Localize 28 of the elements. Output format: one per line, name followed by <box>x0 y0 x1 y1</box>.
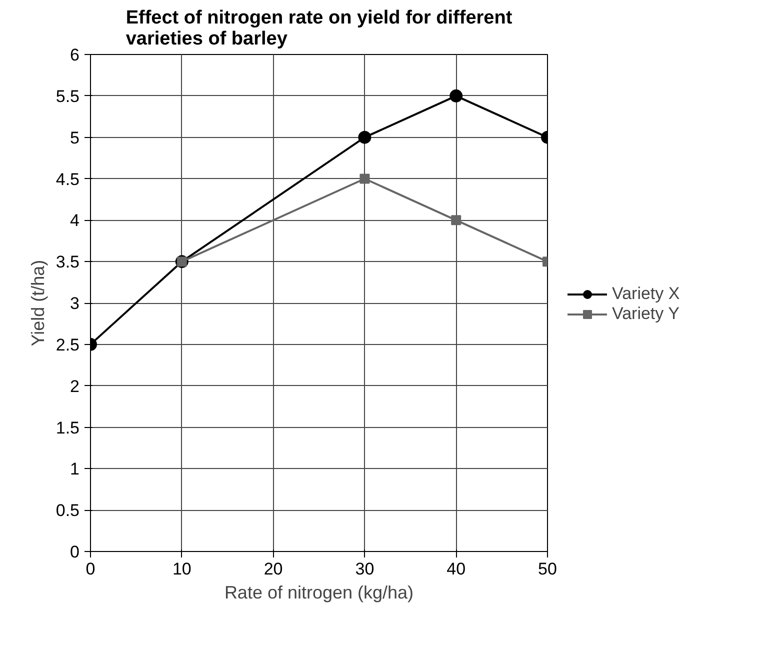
point <box>360 174 370 184</box>
y-tick-label: 4 <box>70 211 80 230</box>
y-tick-label: 6 <box>70 46 80 64</box>
x-axis-title: Rate of nitrogen (kg/ha) <box>224 582 414 602</box>
y-tick-label: 0.5 <box>56 501 80 520</box>
y-tick-label: 4.5 <box>56 170 80 189</box>
x-tick-label: 50 <box>538 560 557 578</box>
y-tick-label: 5 <box>70 128 80 148</box>
point <box>450 89 463 102</box>
x-tick-label: 0 <box>86 560 96 578</box>
point <box>451 215 462 226</box>
y-tick-label: 1 <box>70 460 80 479</box>
x-tick-label: 10 <box>172 560 192 578</box>
y-tick-label: 1.5 <box>56 418 80 438</box>
legend-label: Variety Y <box>612 304 680 324</box>
x-tick-label: 40 <box>446 560 466 578</box>
legend-label: Variety X <box>612 284 680 304</box>
y-tick-label: 5.5 <box>56 86 80 106</box>
y-tick-label: 3 <box>70 294 80 313</box>
x-tick-label: 30 <box>355 560 374 578</box>
y-tick-label: 2 <box>70 376 80 396</box>
y-tick-label: 2.5 <box>56 335 80 354</box>
chart-title: Effect of nitrogen rate on yield for different varieties of barley <box>126 8 513 50</box>
point <box>358 130 372 144</box>
x-tick-label: 20 <box>264 560 283 578</box>
y-tick-label: 0 <box>70 542 80 562</box>
y-axis-title: Yield (t/ha) <box>28 260 48 346</box>
y-tick-label: 3.5 <box>56 252 80 272</box>
